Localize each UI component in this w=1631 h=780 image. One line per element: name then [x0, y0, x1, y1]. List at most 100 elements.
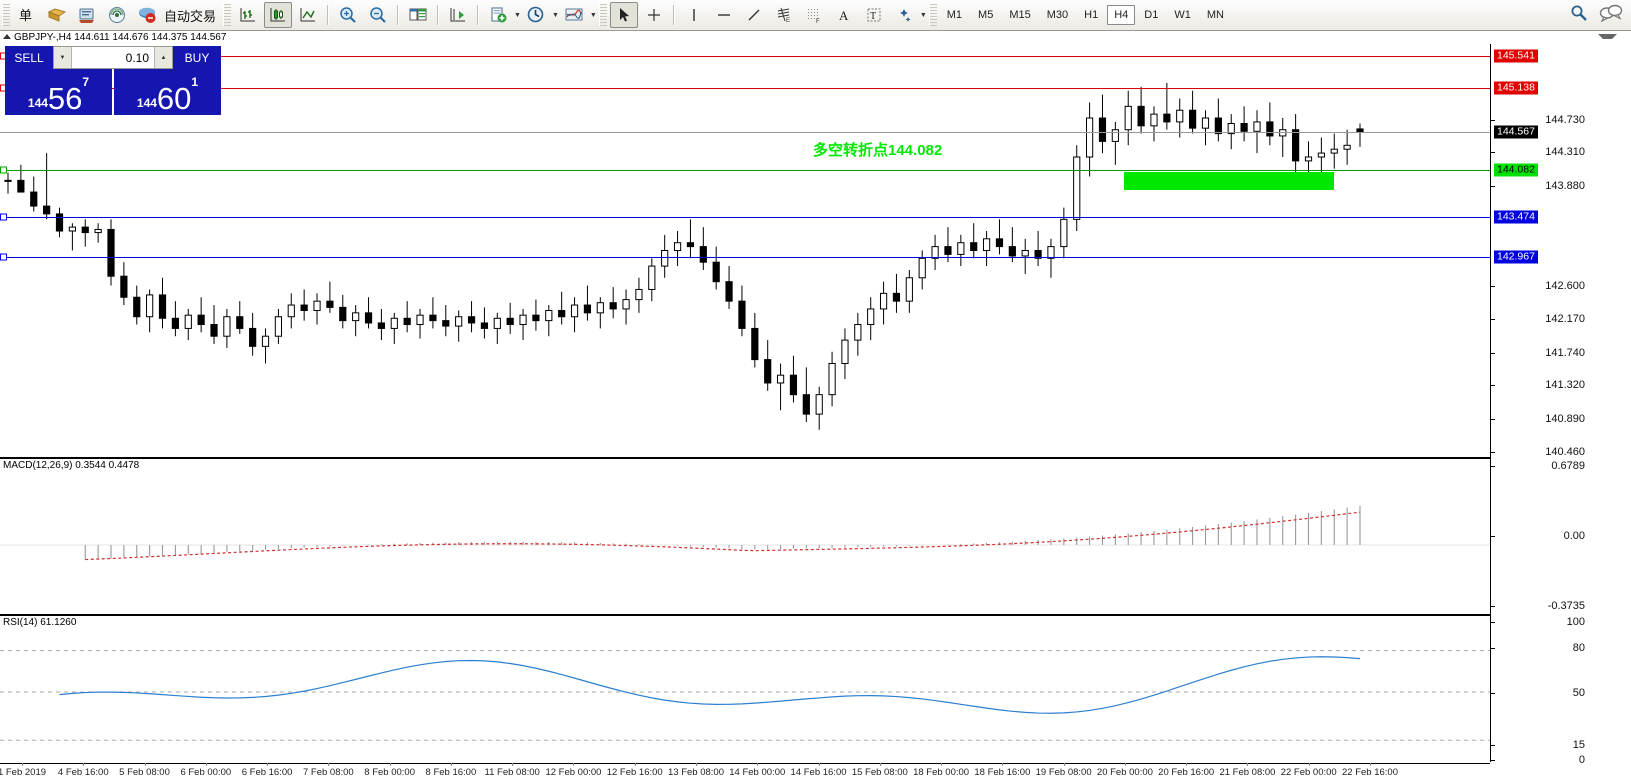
fibo-icon[interactable]: E — [770, 2, 798, 28]
new-object-dropdown-icon[interactable]: ▼ — [514, 11, 521, 19]
tile-windows-icon[interactable] — [404, 2, 432, 28]
signals-icon[interactable] — [103, 2, 131, 28]
price-tag-144-082[interactable]: 144.082 — [1494, 163, 1538, 177]
buy-button[interactable]: BUY — [173, 46, 221, 69]
price-level-144-567[interactable] — [0, 132, 1490, 134]
zoom-in-icon[interactable] — [334, 2, 362, 28]
price-level-145-138[interactable] — [0, 87, 1490, 89]
chart-window[interactable]: GBPJPY-,H4 144.611 144.676 144.375 144.5… — [0, 31, 1631, 780]
period-separator-dropdown-icon[interactable]: ▼ — [551, 11, 559, 19]
volume-input[interactable]: 0.10 — [72, 47, 154, 68]
time-axis-label: 20 Feb 00:00 — [1096, 767, 1153, 778]
zoom-out-icon[interactable] — [364, 2, 392, 28]
text-label-icon[interactable]: T — [860, 2, 888, 28]
symbol-ohlc-line: GBPJPY-,H4 144.611 144.676 144.375 144.5… — [0, 31, 1631, 44]
time-axis-label: 12 Feb 00:00 — [545, 767, 602, 778]
main-toolbar: 单 自动交易 ▼ ▼ ▼ — [0, 0, 1631, 31]
price-level-145-541[interactable] — [0, 56, 1490, 58]
toolbar-right-group — [1569, 3, 1623, 28]
price-tick: 144.310 — [1545, 146, 1585, 159]
crosshair-icon[interactable] — [640, 2, 668, 28]
macd-scale-label: 0.00 — [1563, 530, 1585, 542]
macd-series — [0, 505, 1490, 561]
shapes-dropdown-icon[interactable]: ▼ — [919, 11, 927, 19]
bar-chart-icon[interactable] — [234, 2, 262, 28]
horizontal-line-icon[interactable] — [710, 2, 738, 28]
indicators-icon[interactable] — [560, 2, 588, 28]
order-icon[interactable]: 单 — [13, 2, 41, 28]
terminal-icon[interactable] — [73, 2, 101, 28]
price-tick: 141.740 — [1545, 346, 1585, 359]
toolbar-grip-3[interactable] — [598, 4, 607, 26]
time-axis-label: 12 Feb 16:00 — [606, 767, 663, 778]
period-separator-icon[interactable] — [522, 2, 550, 28]
sell-price-display[interactable]: 144 56 7 — [5, 69, 112, 115]
timeframe-h1[interactable]: H1 — [1084, 9, 1099, 21]
timeframe-m1[interactable]: M1 — [946, 9, 963, 21]
buy-price-small: 1 — [191, 75, 199, 89]
indicators-dropdown-icon[interactable]: ▼ — [589, 11, 597, 19]
collapse-triangle-icon[interactable] — [3, 34, 11, 40]
autotrading-icon[interactable] — [133, 2, 161, 28]
sell-price-big: 144 — [27, 96, 48, 110]
timeframe-d1[interactable]: D1 — [1144, 9, 1159, 21]
price-tag-143-474[interactable]: 143.474 — [1494, 210, 1538, 224]
price-tick: 140.460 — [1545, 446, 1585, 459]
volume-increment-icon[interactable]: ▲ — [154, 47, 172, 68]
search-icon[interactable] — [1569, 3, 1589, 28]
shapes-icon[interactable] — [890, 2, 918, 28]
timeframe-m5[interactable]: M5 — [978, 9, 994, 21]
macd-pane[interactable]: MACD(12,26,9) 0.3544 0.4478 — [0, 458, 1490, 615]
price-level-143-474[interactable] — [0, 217, 1490, 219]
level-handle[interactable] — [0, 213, 7, 221]
time-axis-label: 8 Feb 16:00 — [425, 767, 477, 778]
cursor-icon[interactable] — [609, 2, 638, 28]
trendline-icon[interactable] — [740, 2, 768, 28]
auto-trading-label[interactable]: 自动交易 — [164, 8, 217, 24]
timeframe-m15[interactable]: M15 — [1009, 9, 1031, 21]
new-object-icon[interactable] — [484, 2, 512, 28]
time-axis-label: 4 Feb 16:00 — [57, 767, 109, 778]
text-icon[interactable]: A — [830, 2, 858, 28]
candlestick-icon[interactable] — [264, 2, 293, 28]
level-handle[interactable] — [0, 253, 7, 261]
price-level-144-082[interactable] — [0, 170, 1490, 172]
buy-price-big: 144 — [136, 96, 157, 110]
price-tag-145-138[interactable]: 145.138 — [1494, 81, 1538, 95]
time-axis-label: 11 Feb 08:00 — [484, 767, 540, 778]
toolbar-grip-4[interactable] — [928, 4, 937, 26]
symbol-ohlc-text: GBPJPY-,H4 144.611 144.676 144.375 144.5… — [14, 32, 227, 43]
buy-price-display[interactable]: 144 60 1 — [114, 69, 221, 115]
one-click-trading-panel[interactable]: SELL ▼ 0.10 ▲ BUY 144 56 7 144 60 1 — [5, 46, 221, 115]
data-window-icon[interactable] — [444, 2, 472, 28]
rsi-label: RSI(14) 61.1260 — [3, 617, 77, 628]
timeframe-h4[interactable]: H4 — [1107, 5, 1136, 25]
volume-dropdown-icon[interactable]: ▼ — [54, 47, 72, 68]
timeframe-mn[interactable]: MN — [1206, 9, 1224, 21]
price-scale[interactable]: 144.730 144.310 143.880 142.600 142.170 141.7… — [1490, 44, 1631, 766]
toolbar-grip-2[interactable] — [223, 4, 232, 26]
timeframe-m30[interactable]: M30 — [1046, 9, 1069, 21]
sell-button[interactable]: SELL — [5, 46, 53, 69]
svg-text:E: E — [786, 18, 790, 24]
level-handle[interactable] — [0, 166, 7, 174]
folder-icon[interactable] — [43, 2, 71, 28]
toolbar-grip[interactable] — [2, 4, 10, 26]
chat-icon[interactable] — [1599, 3, 1623, 28]
time-axis[interactable]: 1 Feb 2019 4 Feb 16:00 5 Feb 08:00 6 Feb 00… — [0, 763, 1490, 780]
line-chart-icon[interactable] — [294, 2, 322, 28]
price-tag-145-541[interactable]: 145.541 — [1494, 49, 1538, 63]
turning-point-annotation[interactable]: 多空转折点144.082 — [813, 142, 943, 160]
minimize-chart-icon[interactable] — [1598, 34, 1617, 39]
timeframe-w1[interactable]: W1 — [1174, 9, 1191, 21]
fibo-fan-icon[interactable]: F — [800, 2, 828, 28]
macd-scale-label: 0.6789 — [1551, 460, 1585, 472]
price-tag-144-567[interactable]: 144.567 — [1494, 125, 1538, 139]
price-pane[interactable]: 多空转折点144.082 — [0, 44, 1490, 458]
time-axis-label: 18 Feb 00:00 — [913, 767, 970, 778]
support-zone-rectangle[interactable] — [1124, 172, 1334, 191]
price-level-142-967[interactable] — [0, 256, 1490, 258]
rsi-pane[interactable]: RSI(14) 61.1260 — [0, 615, 1490, 764]
vertical-line-icon[interactable] — [680, 2, 708, 28]
price-tag-142-967[interactable]: 142.967 — [1494, 250, 1538, 264]
